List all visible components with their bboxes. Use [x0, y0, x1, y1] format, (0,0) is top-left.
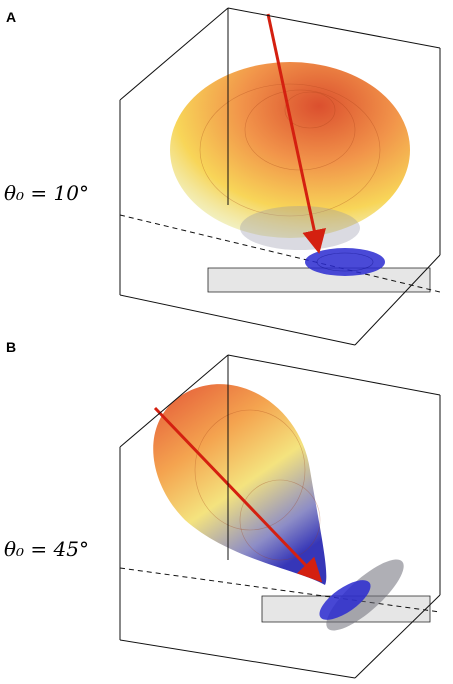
blue-disc — [305, 248, 385, 276]
angle-label: θ₀ = 45° — [4, 537, 89, 561]
panel-b: B θ₀ = 45° — [4, 339, 441, 679]
arrow — [266, 13, 326, 254]
lobe — [170, 62, 410, 238]
angle-label: θ₀ = 10° — [4, 181, 89, 205]
box — [119, 354, 441, 679]
shadow — [240, 206, 360, 250]
box — [119, 7, 441, 346]
mesh — [194, 409, 306, 531]
mesh — [239, 479, 321, 561]
panel-a: A θ₀ = 10° — [4, 7, 441, 346]
panel-label: A — [6, 9, 16, 25]
dashed-line — [119, 214, 441, 293]
arrow — [153, 406, 323, 583]
panel-label: B — [6, 339, 16, 355]
lobe — [153, 384, 327, 585]
mesh — [284, 91, 336, 129]
mesh — [316, 252, 374, 272]
blue-disc — [319, 580, 371, 620]
mesh — [199, 83, 381, 217]
